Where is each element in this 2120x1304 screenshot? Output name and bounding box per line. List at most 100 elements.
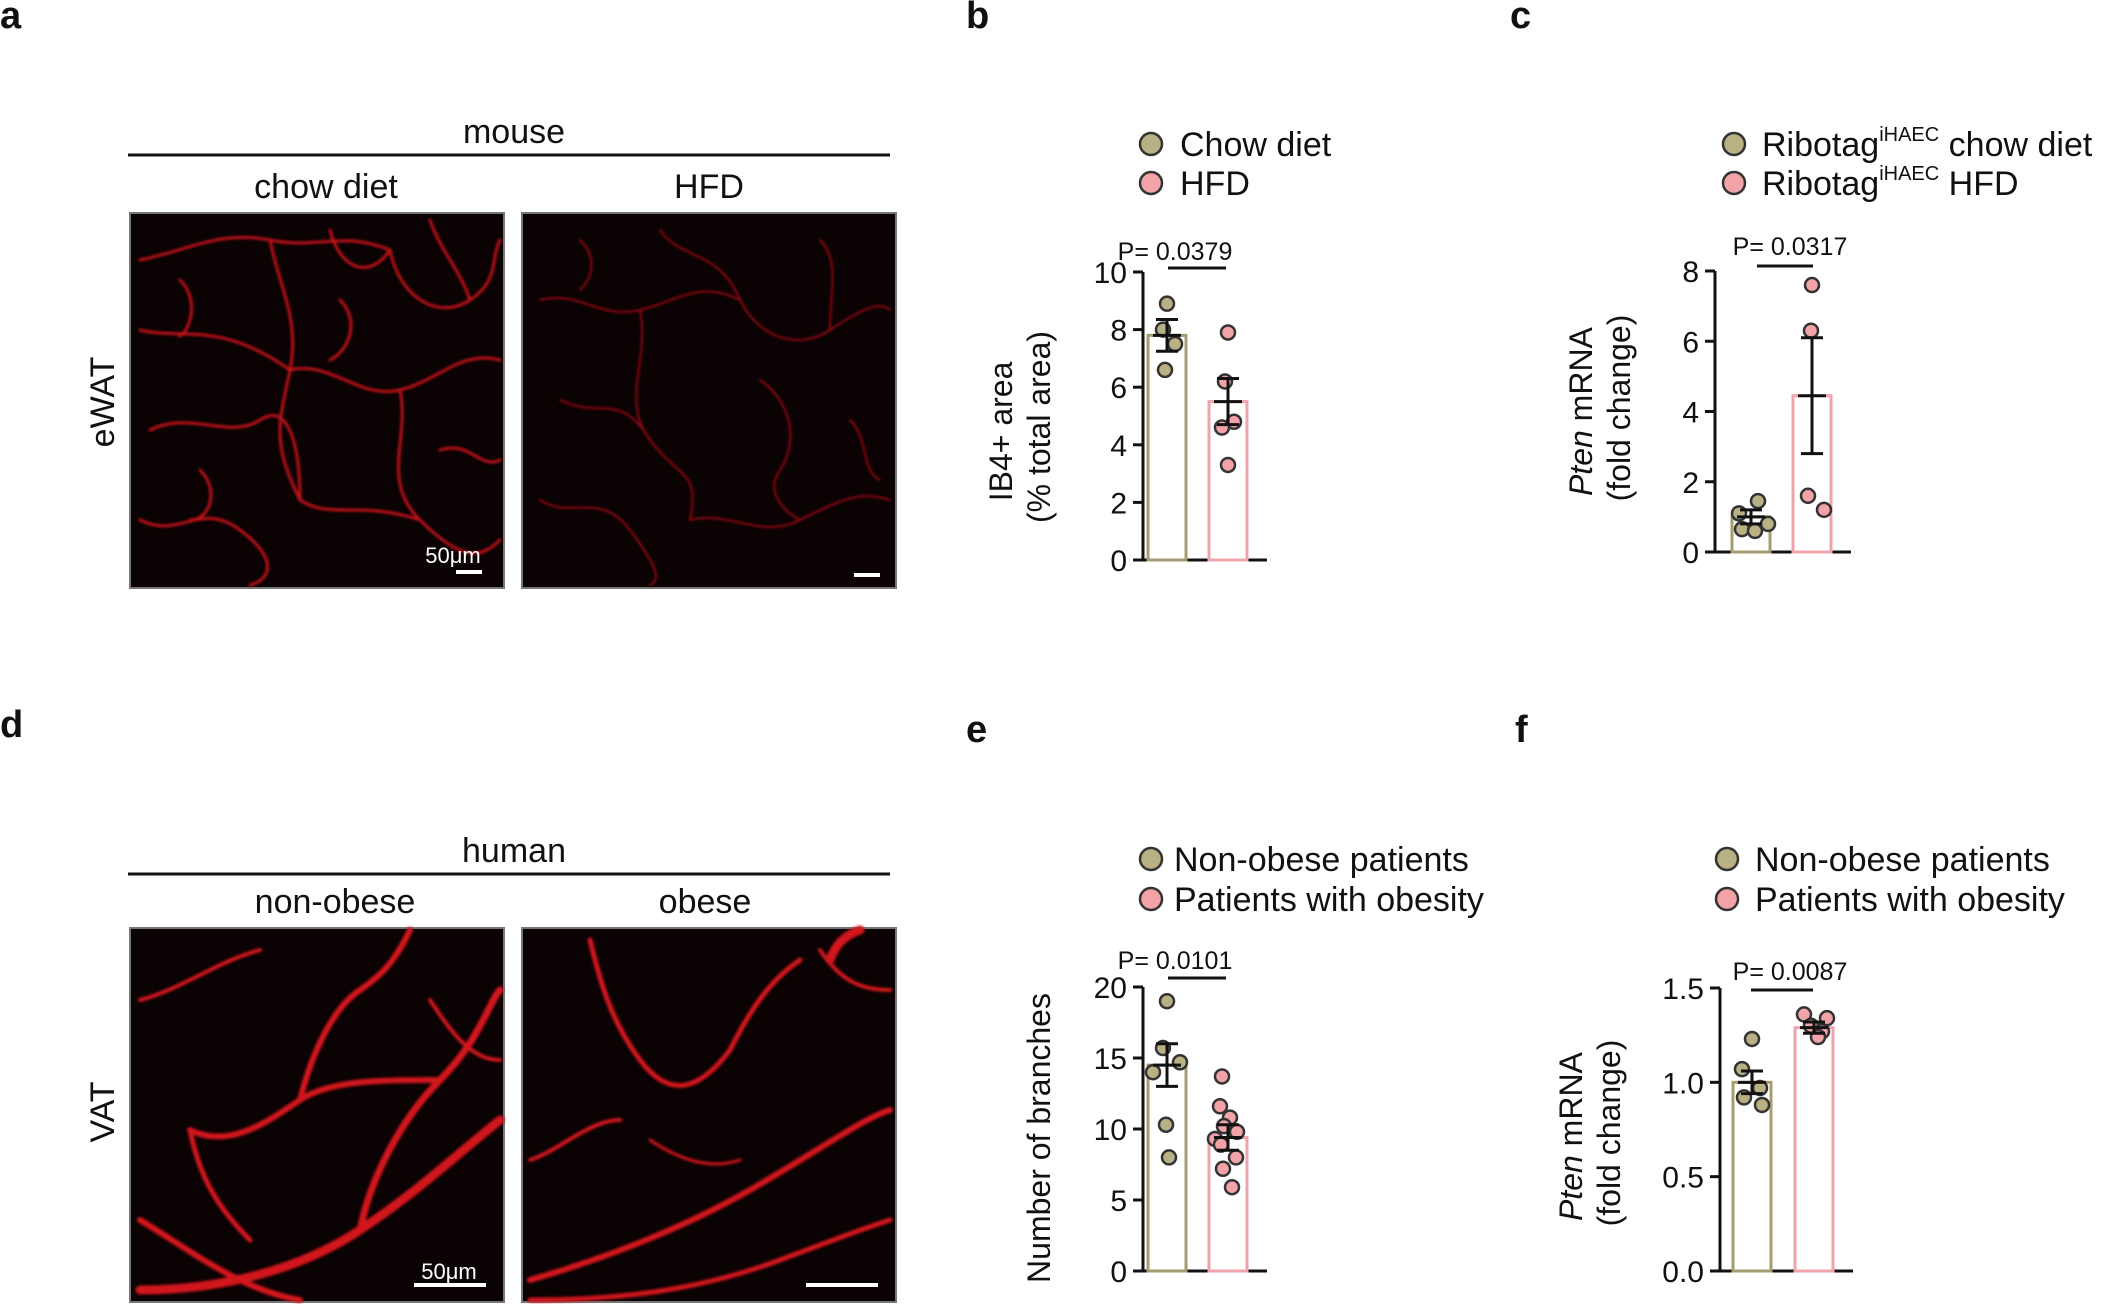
micrograph-ewat-hfd [521,212,897,589]
y-tick-label-c: 8 [1682,256,1699,289]
panel-a-col-hfd: HFD [674,168,744,206]
data-point-e-1 [1223,1178,1241,1196]
panel-d-col-nonobese: non-obese [255,883,416,921]
data-point-c-1 [1815,501,1833,519]
p-value-b: P= 0.0379 [1118,238,1233,266]
data-point-e-1 [1211,1098,1229,1115]
y-axis-label-b-line2: (% total area) [1021,331,1057,523]
y-axis-label-c-line2: (fold change) [1601,315,1637,502]
data-point-c-0 [1759,515,1777,533]
y-tick-label-b: 8 [1110,315,1127,348]
panel-a-scale-label: 50μm [425,543,480,568]
y-tick-label-b: 2 [1110,487,1127,520]
data-point-b-0 [1166,335,1184,353]
y-tick-label-f: 0.0 [1662,1256,1704,1289]
data-point-e-1 [1214,1160,1232,1178]
chart-b: b Chow diet HFD IB4+ area (% total area)… [966,0,1332,578]
y-tick-label-b: 4 [1110,430,1127,463]
legend-marker-chow [1721,131,1747,157]
legend-marker-hfd [1721,170,1747,196]
y-axis-label-e: Number of branches [1021,993,1057,1283]
y-axis-label-c: Pten mRNA (fold change) [1563,315,1637,502]
data-point-b-1 [1219,324,1237,341]
legend2-rest: HFD [1939,165,2018,203]
y-tick-label-e: 15 [1094,1043,1127,1076]
y-tick-label-e: 20 [1094,972,1127,1005]
bar-f-1 [1793,1026,1835,1273]
data-point-c-0 [1746,522,1764,540]
micrograph-vat-obese [521,925,897,1303]
data-point-f-0 [1753,1096,1771,1114]
p-value-c: P= 0.0317 [1733,233,1848,261]
y-tick-label-b: 6 [1110,372,1127,405]
y-axis-label-c-italic: Pten [1563,430,1599,496]
data-point-e-0 [1144,1063,1162,1081]
y-tick-label-f: 1.0 [1662,1067,1704,1100]
y-tick-label-c: 6 [1682,326,1699,359]
y-axis-label-c-line1: Pten mRNA [1563,326,1599,496]
panel-f-letter: f [1515,709,1528,751]
panel-a-col-chow: chow diet [254,168,398,206]
micrograph-vat-nonobese: 50μm [129,927,505,1303]
legend2-base: Ribotag [1762,165,1879,203]
panel-d-letter: d [0,704,23,746]
y-axis-label-f: Pten mRNA (fold change) [1553,1040,1627,1227]
panel-d-row-label: VAT [84,1081,122,1142]
data-point-c-1 [1799,487,1817,505]
legend1-base: Ribotag [1762,126,1879,164]
panel-e-letter: e [966,709,987,751]
legend-label-chow: Chow diet [1180,126,1332,164]
data-point-e-0 [1158,992,1176,1010]
panel-d-scale-label: 50μm [421,1259,476,1284]
y-tick-label-b: 10 [1094,257,1127,290]
legend-label-obesity: Patients with obesity [1755,881,2065,919]
data-point-c-1 [1802,322,1820,339]
data-point-c-1 [1803,276,1821,294]
legend-marker-obesity [1138,886,1164,912]
panel-a-letter: a [0,0,22,37]
y-tick-label-b: 0 [1110,545,1127,578]
y-axis-label-b: IB4+ area (% total area) [983,331,1057,523]
p-value-e: P= 0.0101 [1118,947,1233,975]
bar-e-0 [1146,1063,1188,1273]
legend-label-ribotag-chow: RibotagiHAEC chow diet [1762,124,2093,164]
data-point-b-0 [1158,295,1176,312]
legend-marker-chow [1138,131,1164,157]
legend-label-nonobese: Non-obese patients [1174,841,1469,879]
legend-label-ribotag-hfd: RibotagiHAEC HFD [1762,163,2019,203]
y-axis-label-c-rest: mRNA [1563,326,1599,430]
data-point-f-0 [1733,1060,1751,1078]
chart-f: f Non-obese patients Patients with obesi… [1515,709,2065,1289]
legend-marker-nonobese [1714,846,1740,872]
legend1-rest: chow diet [1939,126,2093,164]
panel-a-species: mouse [463,113,565,151]
data-point-e-0 [1157,1116,1175,1133]
panel-d-species: human [462,832,566,870]
p-value-f: P= 0.0087 [1733,958,1848,986]
y-tick-label-f: 1.5 [1662,973,1704,1006]
panel-d-col-obese: obese [659,883,752,921]
y-tick-label-f: 0.5 [1662,1162,1704,1195]
panel-b-letter: b [966,0,989,37]
legend-marker-nonobese [1138,846,1164,872]
data-point-b-1 [1219,456,1237,474]
data-point-f-0 [1743,1030,1761,1048]
y-tick-label-c: 0 [1682,537,1699,570]
y-tick-label-e: 5 [1110,1185,1127,1218]
y-axis-label-f-italic: Pten [1553,1155,1589,1221]
micrograph-ewat-chow: 50μm [129,212,505,589]
legend-label-hfd: HFD [1180,165,1250,203]
data-point-c-0 [1749,492,1767,510]
chart-e: e Non-obese patients Patients with obesi… [966,709,1484,1289]
data-point-e-0 [1160,1149,1178,1166]
data-point-e-0 [1171,1054,1189,1071]
y-tick-label-c: 2 [1682,467,1699,500]
data-point-b-0 [1156,361,1174,379]
legend-marker-obesity [1714,886,1740,912]
data-point-b-1 [1216,373,1234,390]
y-axis-label-b-line1: IB4+ area [983,361,1019,501]
data-point-e-1 [1213,1068,1231,1085]
legend2-sup: iHAEC [1879,163,1939,185]
panel-c-letter: c [1510,0,1531,37]
